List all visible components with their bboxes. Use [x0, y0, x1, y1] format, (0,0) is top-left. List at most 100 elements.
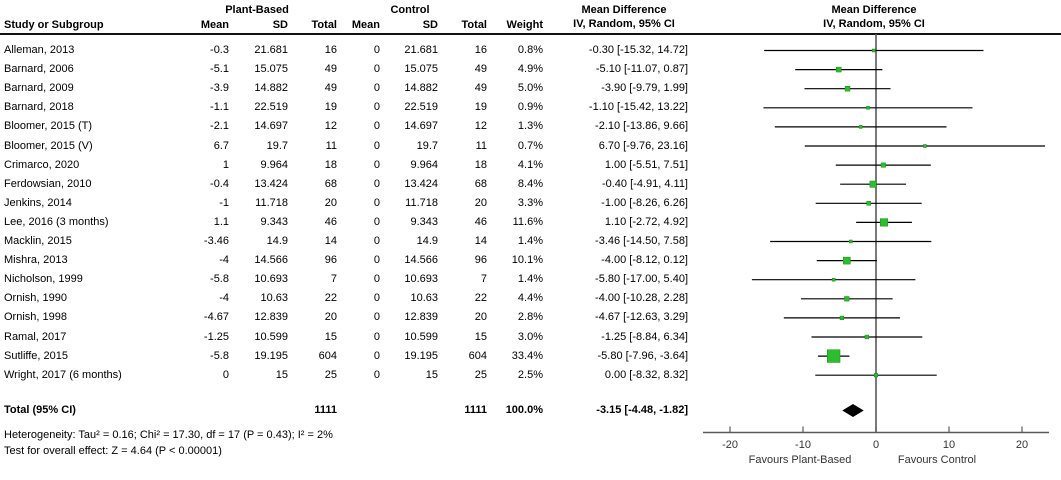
study-c_sd: 19.195	[404, 349, 438, 362]
study-pb_sd: 9.343	[260, 215, 288, 228]
effect-square	[864, 334, 870, 340]
study-c_mean: 0	[373, 158, 380, 171]
study-md_label: -0.40 [-4.91, 4.11]	[601, 177, 688, 190]
axis-tick-label: 10	[943, 439, 955, 451]
study-pb_sd: 19.7	[266, 139, 288, 152]
study-c_sd: 13.424	[404, 177, 438, 190]
study-c_sd: 15.075	[404, 63, 438, 76]
study-c_mean: 0	[373, 368, 380, 381]
study-c_sd: 12.839	[404, 311, 438, 324]
study-pb_total: 96	[324, 254, 337, 267]
study-c_total: 96	[474, 254, 487, 267]
study-weight: 1.4%	[517, 235, 543, 247]
study-pb_mean: 1	[222, 158, 229, 171]
study-pb_mean: -3.46	[203, 235, 229, 247]
study-md_label: -5.80 [-17.00, 5.40]	[595, 273, 688, 286]
study-pb_total: 604	[318, 349, 337, 362]
md-plot-column-title: Mean Difference	[831, 4, 917, 16]
study-md_label: -1.25 [-8.84, 6.34]	[601, 330, 688, 343]
effect-square	[836, 66, 842, 73]
study-c_total: 12	[474, 120, 487, 133]
study-c_total: 49	[474, 82, 487, 95]
study-c_mean: 0	[373, 311, 380, 324]
total-weight: 100.0%	[505, 404, 543, 416]
axis-tick-label: 0	[873, 439, 879, 451]
study-c_mean: 0	[373, 254, 380, 267]
total-c-total: 1111	[464, 404, 487, 416]
study-pb_mean: -4	[219, 292, 229, 305]
study-weight: 0.7%	[517, 139, 543, 152]
study-c_total: 25	[474, 368, 487, 381]
study-c_total: 49	[474, 63, 487, 76]
study-name: Macklin, 2015	[4, 235, 72, 247]
study-weight: 0.9%	[517, 101, 543, 114]
study-c_total: 19	[474, 101, 487, 114]
effect-square	[869, 180, 877, 188]
study-md_label: -2.10 [-13.86, 9.66]	[595, 120, 688, 133]
study-c_total: 16	[474, 44, 487, 56]
study-name: Alleman, 2013	[4, 44, 75, 56]
study-pb_mean: -5.1	[210, 63, 229, 76]
study-md_label: -5.10 [-11.07, 0.87]	[595, 63, 688, 76]
study-name: Barnard, 2018	[4, 101, 74, 114]
study-md_label: -3.90 [-9.79, 1.99]	[601, 82, 688, 95]
effect-square	[866, 201, 871, 206]
col-header-pb-mean: Mean	[200, 19, 229, 31]
study-c_sd: 10.693	[404, 273, 438, 286]
study-c_total: 22	[474, 292, 487, 305]
study-pb_sd: 19.195	[254, 349, 288, 362]
study-c_mean: 0	[373, 273, 380, 286]
study-c_sd: 11.718	[405, 196, 438, 209]
study-md_label: 0.00 [-8.32, 8.32]	[604, 368, 688, 381]
study-md_label: 1.00 [-5.51, 7.51]	[604, 158, 688, 171]
study-name: Barnard, 2006	[4, 63, 74, 76]
study-name: Jenkins, 2014	[4, 196, 72, 209]
axis-tick-label: -10	[795, 439, 811, 451]
study-c_sd: 19.7	[416, 139, 438, 152]
study-c_total: 20	[474, 196, 487, 209]
study-name: Ramal, 2017	[4, 330, 67, 343]
study-pb_mean: -0.4	[210, 177, 229, 190]
study-md_label: 6.70 [-9.76, 23.16]	[598, 139, 688, 152]
study-name: Barnard, 2009	[4, 82, 74, 95]
study-c_total: 7	[480, 273, 487, 286]
study-pb_sd: 12.839	[254, 311, 288, 324]
study-name: Nicholson, 1999	[4, 273, 83, 286]
total-pb-total: 1111	[314, 404, 337, 416]
col-header-c-total: Total	[461, 19, 487, 31]
effect-square	[923, 144, 927, 148]
effect-square	[858, 125, 863, 129]
study-md_label: -1.10 [-15.42, 13.22]	[588, 101, 688, 114]
study-c_total: 11	[475, 139, 487, 152]
study-weight: 1.3%	[517, 120, 543, 133]
study-pb_sd: 10.63	[260, 292, 288, 305]
study-weight: 1.4%	[517, 273, 543, 286]
md-plot-column-subtitle: IV, Random, 95% CI	[823, 18, 925, 30]
study-c_mean: 0	[373, 235, 380, 247]
study-c_mean: 0	[373, 292, 380, 305]
study-c_mean: 0	[373, 139, 380, 152]
effect-square	[831, 277, 836, 282]
study-pb_sd: 22.519	[254, 101, 288, 114]
total-label: Total (95% CI)	[4, 404, 76, 416]
study-pb_sd: 13.424	[254, 177, 288, 190]
study-weight: 3.0%	[517, 330, 543, 343]
study-pb_mean: -5.8	[210, 349, 229, 362]
study-md_label: -4.00 [-10.28, 2.28]	[595, 292, 688, 305]
effect-square	[843, 256, 851, 265]
col-header-weight: Weight	[506, 19, 543, 31]
study-c_total: 46	[474, 215, 487, 228]
study-weight: 0.8%	[517, 44, 543, 56]
study-pb_total: 68	[324, 177, 337, 190]
study-c_total: 68	[474, 177, 487, 190]
study-pb_sd: 14.566	[254, 254, 288, 267]
md-text-column-subtitle: IV, Random, 95% CI	[573, 18, 675, 30]
study-pb_sd: 15.075	[254, 63, 288, 76]
col-header-study: Study or Subgroup	[4, 19, 104, 31]
study-c_total: 20	[474, 311, 487, 324]
study-c_mean: 0	[373, 44, 380, 56]
study-c_mean: 0	[373, 215, 380, 228]
study-pb_total: 7	[330, 273, 337, 286]
study-md_label: -1.00 [-8.26, 6.26]	[601, 196, 688, 209]
